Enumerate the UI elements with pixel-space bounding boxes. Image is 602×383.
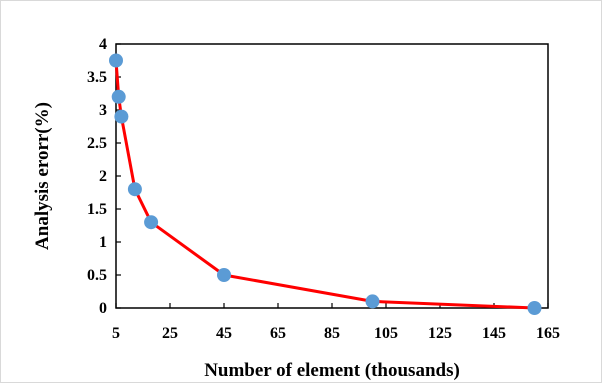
data-point-4	[144, 215, 159, 230]
y-axis: 0 0.5 1 1.5 2 2.5 3 3.5 4	[87, 36, 121, 317]
x-tick-label-8: 165	[536, 325, 560, 342]
data-point-5	[217, 268, 231, 282]
data-point-1	[111, 89, 126, 104]
y-tick-label-0: 0	[99, 300, 107, 317]
x-axis-title: Number of element (thousands)	[204, 360, 460, 381]
series-group	[109, 53, 542, 315]
x-tick-label-0: 5	[112, 325, 120, 342]
x-tick-label-7: 145	[482, 325, 506, 342]
data-point-7	[527, 301, 542, 315]
data-point-6	[365, 294, 380, 309]
plot-area	[115, 43, 549, 309]
data-point-3	[127, 182, 142, 197]
x-tick-label-3: 65	[270, 325, 286, 342]
data-point-0	[109, 53, 123, 68]
x-tick-label-4: 85	[324, 325, 340, 342]
x-tick-label-6: 125	[428, 325, 452, 342]
x-axis: 5 25 45 65 85 105 125 145 165	[112, 303, 560, 342]
y-axis-title: Analysis erorr(%)	[32, 102, 53, 250]
y-tick-label-4: 2	[99, 168, 107, 185]
y-tick-label-8: 4	[99, 36, 107, 53]
x-tick-label-5: 105	[374, 325, 398, 342]
y-tick-label-5: 2.5	[87, 135, 107, 152]
data-point-2	[114, 109, 129, 124]
y-tick-label-2: 1	[99, 234, 107, 251]
x-tick-label-2: 45	[216, 325, 232, 342]
x-tick-label-1: 25	[162, 325, 178, 342]
y-tick-label-6: 3	[99, 102, 107, 119]
y-tick-label-3: 1.5	[87, 201, 107, 218]
series-line-0	[114, 60, 535, 310]
y-tick-label-1: 0.5	[87, 267, 107, 284]
y-tick-label-7: 3.5	[87, 69, 107, 86]
